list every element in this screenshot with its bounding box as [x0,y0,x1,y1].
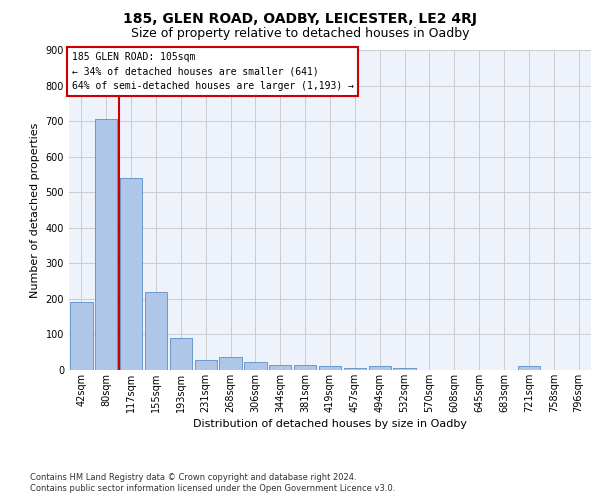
Text: Size of property relative to detached houses in Oadby: Size of property relative to detached ho… [131,28,469,40]
Bar [120,178,142,370]
Text: Contains HM Land Registry data © Crown copyright and database right 2024.: Contains HM Land Registry data © Crown c… [30,472,356,482]
Text: 185 GLEN ROAD: 105sqm
← 34% of detached houses are smaller (641)
64% of semi-det: 185 GLEN ROAD: 105sqm ← 34% of detached … [71,52,353,91]
Y-axis label: Number of detached properties: Number of detached properties [30,122,40,298]
Bar [145,292,167,370]
X-axis label: Distribution of detached houses by size in Oadby: Distribution of detached houses by size … [193,419,467,429]
Bar [394,368,416,370]
Bar [344,368,366,370]
Bar [194,360,217,370]
Bar [294,366,316,370]
Bar [368,366,391,370]
Bar [70,302,92,370]
Bar [220,357,242,370]
Bar [170,338,192,370]
Bar [244,362,266,370]
Bar [269,364,292,370]
Text: Contains public sector information licensed under the Open Government Licence v3: Contains public sector information licen… [30,484,395,493]
Bar [518,366,540,370]
Bar [319,366,341,370]
Text: 185, GLEN ROAD, OADBY, LEICESTER, LE2 4RJ: 185, GLEN ROAD, OADBY, LEICESTER, LE2 4R… [123,12,477,26]
Bar [95,120,118,370]
